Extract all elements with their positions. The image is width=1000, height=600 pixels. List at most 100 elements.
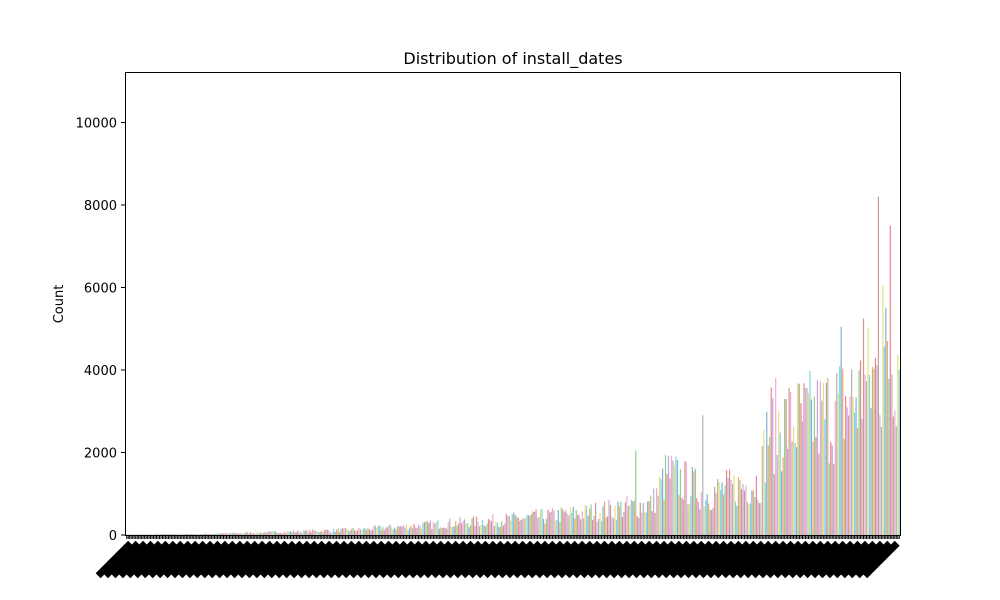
bar	[200, 534, 202, 535]
bar	[310, 532, 312, 535]
bar	[724, 485, 726, 535]
bar	[715, 492, 717, 535]
bar	[193, 534, 195, 535]
bar	[605, 517, 607, 535]
bar	[596, 521, 598, 535]
bar	[215, 533, 217, 535]
bar	[874, 358, 877, 535]
bar-series	[126, 196, 900, 536]
bar	[861, 418, 863, 535]
x-tick-label	[170, 540, 208, 579]
y-axis-ticks: 0 2000 4000 6000 8000 10000	[76, 117, 126, 544]
bar	[212, 533, 214, 535]
bar	[848, 415, 850, 535]
bar	[876, 365, 878, 535]
bar	[632, 501, 634, 535]
x-tick-label	[363, 540, 402, 579]
bar	[761, 446, 763, 535]
bar	[894, 410, 896, 535]
x-tick-label	[817, 540, 856, 579]
bar	[592, 519, 594, 535]
bar	[458, 523, 460, 535]
bar	[248, 533, 250, 535]
x-tick-label	[140, 540, 178, 579]
bar	[679, 469, 682, 535]
bar	[798, 384, 801, 535]
bar	[298, 532, 300, 535]
bar	[583, 518, 585, 535]
bar	[752, 490, 754, 535]
bar	[267, 531, 269, 535]
x-tick-label	[653, 540, 692, 579]
bar	[456, 525, 458, 535]
bar	[282, 533, 284, 535]
bar	[260, 532, 262, 535]
bar	[797, 383, 799, 535]
x-tick-label	[750, 540, 789, 579]
x-tick-label	[110, 540, 148, 579]
bar	[368, 529, 370, 535]
bar	[190, 534, 192, 535]
bar	[528, 515, 530, 535]
bar	[423, 522, 426, 535]
x-axis-ticks	[95, 535, 900, 579]
bar	[495, 521, 497, 535]
bar	[330, 532, 332, 535]
bar	[286, 531, 289, 535]
bar	[843, 438, 845, 535]
bar	[556, 519, 558, 535]
bar	[443, 527, 445, 535]
bar	[230, 533, 232, 535]
x-tick-label	[534, 540, 573, 579]
bar	[889, 225, 891, 536]
x-tick-label	[430, 540, 469, 579]
x-tick-label	[676, 540, 714, 579]
bar	[892, 416, 894, 535]
bar	[300, 531, 302, 535]
bar	[148, 534, 150, 535]
x-tick-label	[743, 540, 781, 579]
bar	[638, 517, 640, 535]
bar	[450, 526, 452, 535]
x-tick-label	[452, 540, 491, 579]
bar	[465, 523, 467, 535]
bar	[334, 531, 336, 535]
bar	[685, 462, 687, 535]
bar	[444, 527, 446, 535]
bar	[490, 520, 493, 535]
bar	[157, 534, 159, 535]
bar	[682, 499, 685, 535]
bar	[536, 518, 539, 535]
bar	[690, 496, 692, 535]
bar	[318, 531, 320, 535]
bar	[807, 393, 810, 535]
bar	[755, 475, 757, 535]
bar	[754, 496, 756, 535]
bar	[359, 529, 362, 535]
x-tick-label	[795, 540, 833, 579]
bar	[856, 428, 859, 535]
bar	[511, 514, 513, 535]
bar	[775, 377, 777, 535]
bar	[676, 460, 679, 535]
bar	[727, 477, 729, 535]
bar	[792, 426, 795, 535]
bar	[666, 473, 668, 535]
bar	[614, 506, 616, 535]
bar	[252, 532, 254, 535]
x-tick-label	[326, 540, 364, 579]
bar	[489, 520, 491, 535]
bar	[720, 490, 722, 535]
x-tick-label	[95, 540, 134, 579]
bar	[795, 447, 798, 535]
bar	[322, 532, 324, 535]
bar	[791, 441, 793, 535]
bar	[525, 517, 527, 535]
bar	[362, 528, 364, 535]
bar	[818, 453, 820, 535]
bar	[769, 436, 771, 535]
bar	[309, 529, 311, 535]
y-tick-label: 8000	[84, 199, 117, 214]
bar	[654, 512, 656, 535]
